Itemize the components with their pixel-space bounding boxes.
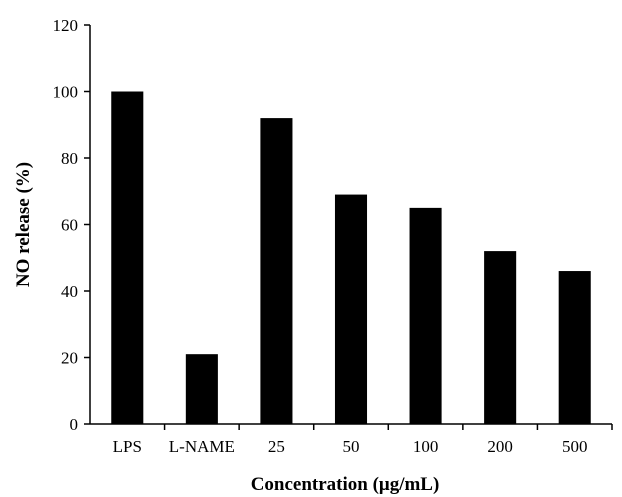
x-tick-label: LPS [113,437,142,456]
x-axis: LPS L-NAME 25 50 100 200 500 [90,423,613,456]
bar-25 [260,118,293,424]
bar-lps [111,91,144,424]
y-axis-title: NO release (%) [13,162,34,287]
x-tick-label: 500 [562,437,588,456]
x-axis-title: Concentration (μg/mL) [251,474,440,495]
y-axis: 0 20 40 60 80 100 120 [53,16,91,434]
bar-series [111,91,591,424]
y-tick-label: 20 [61,349,78,368]
bar-100 [409,207,442,424]
x-tick-label: 200 [487,437,513,456]
y-tick-label: 0 [70,415,79,434]
x-tick-label: 25 [268,437,285,456]
x-tick-label: 100 [413,437,439,456]
y-tick-label: 120 [53,16,79,35]
x-tick-label: L-NAME [169,437,235,456]
bar-50 [334,194,368,424]
x-tick-label: 50 [343,437,360,456]
bar-500 [558,271,591,424]
bar-200 [484,251,517,424]
bar-l-name [185,354,218,424]
y-tick-label: 40 [61,282,78,301]
y-tick-label: 80 [61,149,78,168]
y-tick-label: 100 [53,83,79,102]
y-tick-label: 60 [61,216,78,235]
